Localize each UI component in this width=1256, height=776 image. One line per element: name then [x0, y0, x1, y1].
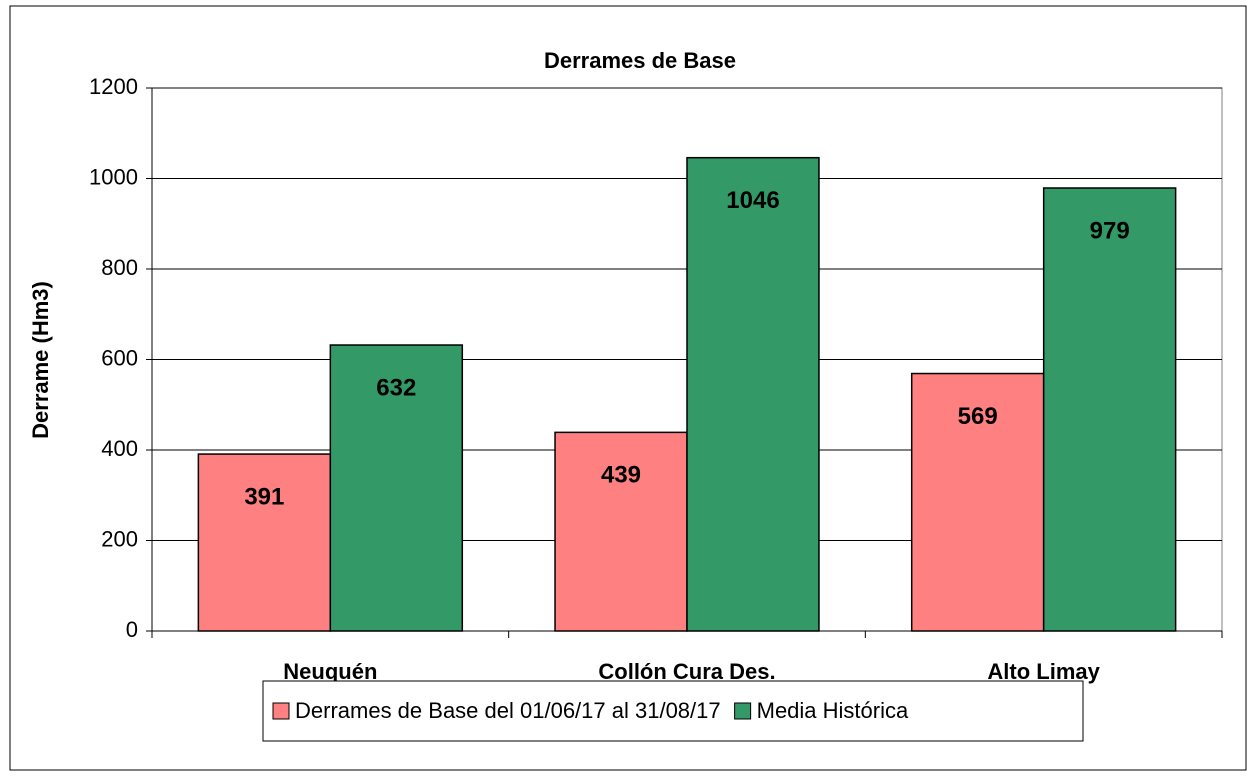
- y-tick-label: 0: [126, 617, 138, 642]
- value-label: 439: [601, 462, 641, 489]
- legend-box: [262, 680, 1084, 742]
- x-tick-label: Collón Cura Des.: [598, 659, 775, 684]
- y-tick-label: 400: [101, 436, 138, 461]
- legend-label: Derrames de Base del 01/06/17 al 31/08/1…: [295, 698, 721, 723]
- value-label: 391: [244, 483, 284, 510]
- value-label: 569: [958, 403, 998, 430]
- bar: [1042, 187, 1177, 632]
- y-tick-label: 600: [101, 345, 138, 370]
- value-label: 632: [376, 374, 416, 401]
- bar: [910, 372, 1045, 632]
- y-tick-label: 200: [101, 526, 138, 551]
- legend-swatch: [734, 702, 752, 720]
- x-tick-label: Neuquén: [283, 659, 377, 684]
- value-label: 1046: [726, 187, 779, 214]
- legend-swatch: [272, 702, 290, 720]
- legend-label: Media Histórica: [757, 698, 909, 723]
- x-tick-label: Alto Limay: [987, 659, 1100, 684]
- y-tick-label: 800: [101, 255, 138, 280]
- y-tick-label: 1000: [89, 164, 138, 189]
- y-axis-label: Derrame (Hm3): [28, 281, 53, 439]
- y-tick-label: 1200: [89, 74, 138, 99]
- bar: [329, 344, 464, 632]
- value-label: 979: [1090, 217, 1130, 244]
- bar: [686, 156, 820, 632]
- chart-title: Derrames de Base: [544, 48, 736, 73]
- bar: [197, 453, 332, 632]
